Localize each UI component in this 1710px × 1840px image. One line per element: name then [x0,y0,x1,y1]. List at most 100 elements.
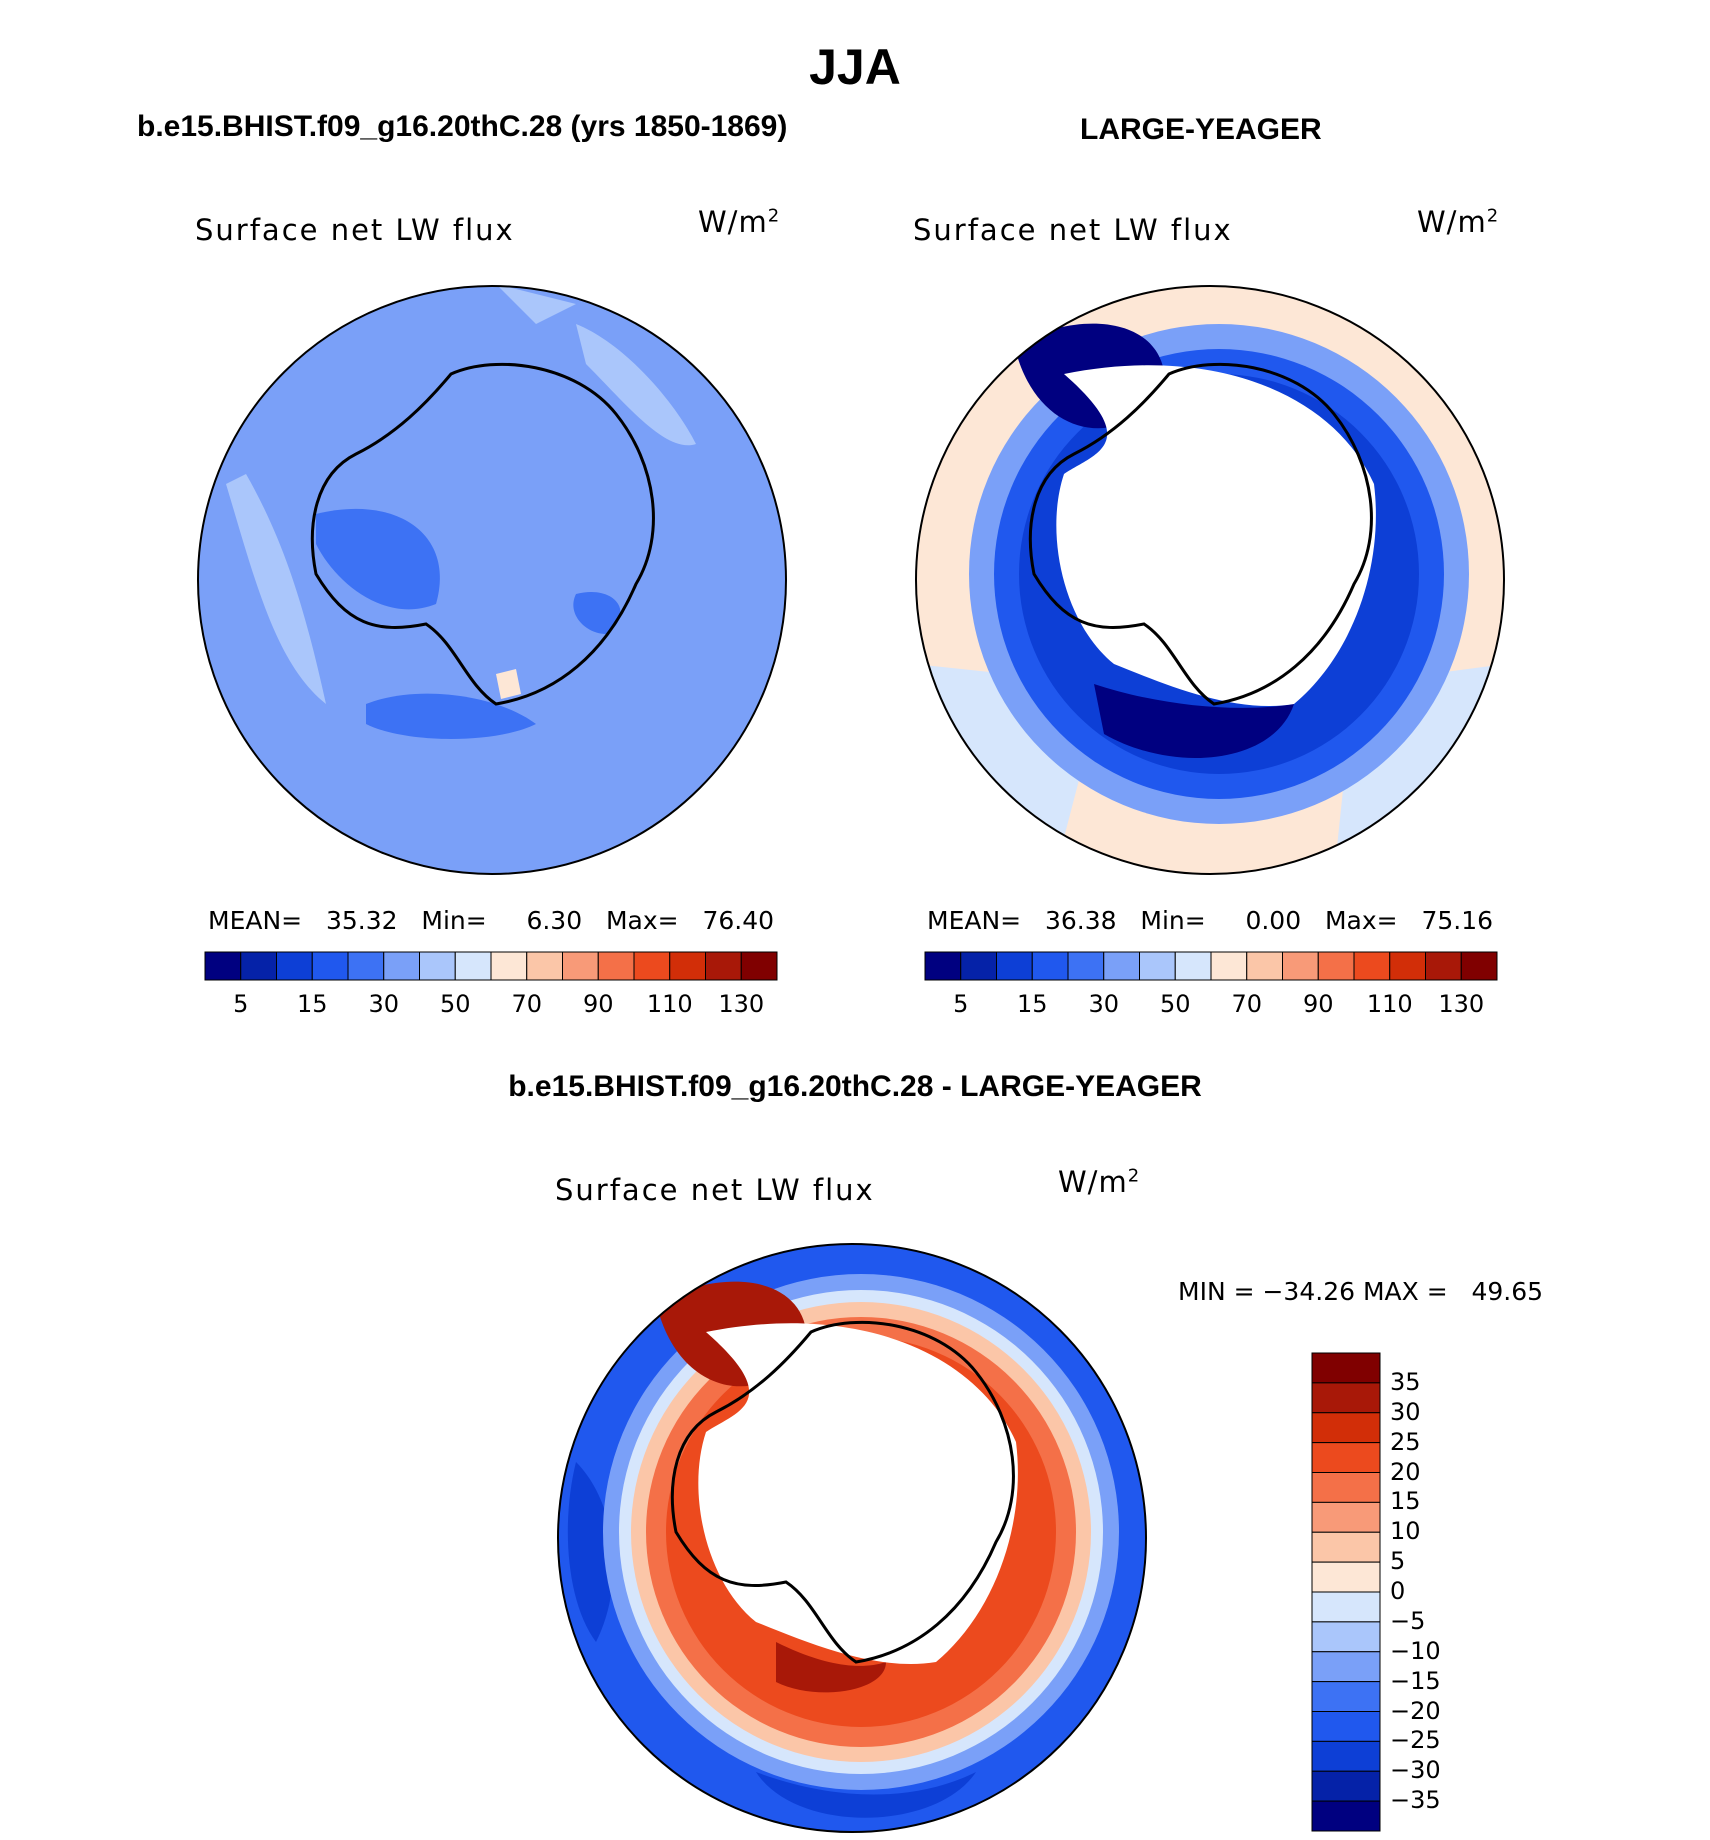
map-ocean-field [198,286,786,874]
panel-2-polar-map [915,285,1505,875]
colorbar-swatch [705,951,742,981]
main-title: JJA [809,39,901,95]
diff-colorbar [1311,1352,1381,1832]
panel-2-colorbar [924,951,1498,981]
colorbar-tick-label: 5 [953,990,969,1018]
map-contour-dark-patch [756,1772,976,1818]
colorbar-swatch [1353,951,1391,981]
colorbar-tick-label: 70 [511,990,543,1018]
map-contour-light-band [226,474,326,704]
panel-2-case-title: LARGE-YEAGER [1080,113,1322,146]
colorbar-tick-label: 110 [1366,990,1413,1018]
map-contour-max-patch [776,1642,886,1693]
colorbar-swatch [1031,951,1069,981]
colorbar-swatch [1139,951,1176,981]
ice-region [698,1323,1018,1664]
map-contour-light-band [576,324,696,446]
map-contour-dark-patch [567,1462,614,1642]
panel-2-units-label: W/m2 [1417,205,1500,239]
colorbar-swatch [490,951,528,981]
colorbar-swatch [383,951,420,981]
colorbar-swatch [1311,1352,1381,1384]
colorbar-swatch [276,951,313,981]
colorbar-swatch [1311,1740,1381,1772]
colorbar-tick-label: −5 [1390,1606,1426,1635]
colorbar-swatch [1311,1382,1381,1414]
colorbar-swatch [1389,951,1426,981]
map-contour-warm-patch [496,669,521,699]
colorbar-swatch [1311,1591,1381,1623]
diff-colorbar-ticks: 35 30 25 20 15 10 5 0 −5 −10 −15 −20 −25 −30 −35 [1390,1353,1470,1831]
colorbar-swatch [1311,1800,1381,1832]
colorbar-swatch [1174,951,1212,981]
diff-panel-polar-map [557,1243,1147,1833]
colorbar-tick-label: 50 [439,990,471,1018]
colorbar-swatch [924,951,962,981]
panel-1-polar-map [197,285,787,875]
colorbar-tick-label: 35 [1390,1367,1421,1396]
colorbar-swatch [597,951,635,981]
colorbar-tick-label: 25 [1390,1427,1421,1456]
panel-1-stats: MEAN= 35.32 Min= 6.30 Max= 76.40 [208,906,775,935]
map-contour-dark-patch [573,592,621,634]
panel-2-variable-label: Surface net LW flux [913,213,1233,247]
colorbar-tick-label: 20 [1390,1457,1421,1486]
colorbar-swatch [1311,1621,1381,1653]
colorbar-tick-label: 110 [646,990,693,1018]
colorbar-swatch [1425,951,1462,981]
colorbar-tick-label: 30 [1390,1397,1421,1426]
antarctica-coastline [310,362,655,706]
colorbar-tick-label: 15 [296,990,328,1018]
colorbar-swatch [1311,1501,1381,1533]
colorbar-swatch [526,951,563,981]
colorbar-tick-label: 70 [1231,990,1263,1018]
colorbar-tick-label: −35 [1390,1786,1441,1815]
colorbar-swatch [1460,951,1498,981]
diff-panel-minmax: MIN = −34.26 MAX = 49.65 [1178,1277,1544,1306]
diff-panel-variable-label: Surface net LW flux [555,1173,875,1207]
ice-region [1056,365,1376,706]
colorbar-swatch [1246,951,1283,981]
map-border [557,1243,1147,1833]
colorbar-swatch [240,951,277,981]
colorbar-tick-label: 90 [1302,990,1334,1018]
panel-1-case-title: b.e15.BHIST.f09_g16.20thC.28 (yrs 1850-1… [137,110,788,143]
colorbar-swatch [1311,1651,1381,1683]
colorbar-swatch [960,951,997,981]
colorbar-swatch [562,951,599,981]
map-contour-light-band [496,286,576,324]
colorbar-swatch [1311,1412,1381,1444]
colorbar-tick-label: 50 [1159,990,1191,1018]
colorbar-swatch [1311,1531,1381,1563]
colorbar-swatch [1282,951,1319,981]
colorbar-swatch [419,951,456,981]
colorbar-tick-label: 130 [718,990,765,1018]
colorbar-tick-label: −20 [1390,1696,1441,1725]
colorbar-swatch [996,951,1033,981]
map-contour-dark-patch [366,693,536,739]
map-border [197,285,787,875]
colorbar-swatch [1210,951,1248,981]
colorbar-swatch [1311,1681,1381,1712]
diff-panel-title: b.e15.BHIST.f09_g16.20thC.28 - LARGE-YEA… [508,1070,1202,1103]
colorbar-swatch [1311,1442,1381,1473]
colorbar-tick-label: 30 [1088,990,1120,1018]
colorbar-swatch [633,951,671,981]
colorbar-swatch [1311,1711,1381,1742]
colorbar-tick-label: −10 [1390,1636,1441,1665]
colorbar-tick-label: 0 [1390,1577,1406,1605]
colorbar-tick-label: 15 [1016,990,1048,1018]
colorbar-tick-label: −15 [1390,1666,1441,1695]
colorbar-swatch [1311,1770,1381,1802]
antarctica-coastline [670,1320,1015,1664]
colorbar-tick-label: 10 [1390,1517,1421,1546]
colorbar-swatch [347,951,385,981]
colorbar-swatch [669,951,706,981]
colorbar-tick-label: 5 [233,990,249,1018]
colorbar-tick-label: 5 [1390,1547,1406,1576]
panel-1-units-label: W/m2 [698,205,781,239]
panel-1-colorbar-ticks: 5 15 30 50 70 90 110 130 [205,990,777,1020]
map-contour-min-patch [1094,684,1294,758]
colorbar-swatch [740,951,778,981]
colorbar-swatch [1067,951,1105,981]
